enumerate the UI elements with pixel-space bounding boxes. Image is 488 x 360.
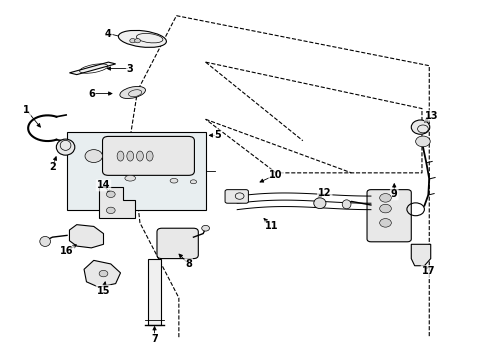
- Ellipse shape: [136, 151, 143, 161]
- Text: 4: 4: [105, 28, 111, 39]
- Ellipse shape: [190, 180, 196, 184]
- Text: 8: 8: [185, 259, 192, 269]
- Circle shape: [106, 191, 115, 198]
- Ellipse shape: [40, 237, 50, 247]
- FancyBboxPatch shape: [224, 190, 248, 203]
- Circle shape: [379, 204, 390, 213]
- Text: 1: 1: [23, 105, 30, 115]
- Text: 16: 16: [60, 247, 74, 256]
- Text: 2: 2: [49, 162, 56, 172]
- Circle shape: [379, 219, 390, 227]
- Text: 17: 17: [421, 266, 434, 276]
- Text: 13: 13: [424, 111, 438, 121]
- Ellipse shape: [342, 200, 350, 209]
- Polygon shape: [84, 260, 120, 287]
- Text: 11: 11: [264, 221, 277, 231]
- Circle shape: [85, 150, 102, 162]
- Text: 7: 7: [151, 334, 158, 344]
- Text: 3: 3: [126, 64, 133, 73]
- Ellipse shape: [170, 179, 178, 183]
- Ellipse shape: [120, 86, 145, 99]
- Text: 5: 5: [213, 130, 220, 140]
- Ellipse shape: [126, 151, 133, 161]
- Polygon shape: [99, 187, 135, 217]
- Ellipse shape: [410, 120, 429, 134]
- FancyBboxPatch shape: [366, 190, 410, 242]
- Circle shape: [99, 270, 108, 277]
- FancyBboxPatch shape: [102, 136, 194, 175]
- Text: 15: 15: [97, 286, 110, 296]
- Text: 9: 9: [390, 189, 397, 199]
- Ellipse shape: [146, 151, 153, 161]
- Ellipse shape: [118, 30, 166, 48]
- Bar: [67, 132, 205, 210]
- Bar: [148, 258, 161, 325]
- Polygon shape: [69, 225, 103, 248]
- Ellipse shape: [117, 151, 123, 161]
- Text: 10: 10: [269, 170, 282, 180]
- Circle shape: [106, 207, 115, 213]
- Circle shape: [129, 39, 135, 43]
- Polygon shape: [69, 62, 116, 75]
- Text: 6: 6: [88, 89, 95, 99]
- Polygon shape: [410, 244, 430, 266]
- Circle shape: [379, 194, 390, 202]
- FancyBboxPatch shape: [157, 228, 198, 258]
- Circle shape: [415, 136, 429, 147]
- Ellipse shape: [124, 175, 135, 181]
- Text: 14: 14: [97, 180, 110, 190]
- Ellipse shape: [56, 139, 75, 155]
- Circle shape: [134, 39, 140, 43]
- Circle shape: [201, 225, 209, 231]
- Text: 12: 12: [317, 188, 331, 198]
- Ellipse shape: [313, 198, 325, 208]
